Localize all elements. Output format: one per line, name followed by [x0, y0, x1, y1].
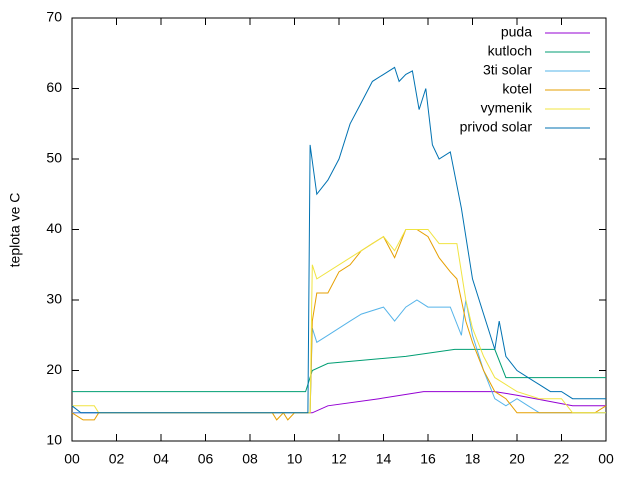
y-tick-label: 60 — [46, 79, 62, 95]
y-tick-label: 10 — [46, 432, 62, 448]
legend-label: puda — [501, 24, 532, 40]
series-line — [71, 66, 606, 414]
y-tick-label: 20 — [46, 361, 62, 377]
x-tick-label: 16 — [420, 451, 436, 467]
x-tick-label: 14 — [376, 451, 392, 467]
y-axis-label: teplota ve C — [7, 193, 23, 268]
x-tick-label: 08 — [242, 451, 258, 467]
x-tick-label: 12 — [331, 451, 347, 467]
legend-label: 3ti solar — [483, 62, 532, 78]
x-tick-label: 20 — [509, 451, 525, 467]
x-tick-label: 06 — [198, 451, 214, 467]
series-line — [72, 229, 606, 414]
x-tick-label: 02 — [109, 451, 125, 467]
x-tick-label: 10 — [287, 451, 303, 467]
legend-label: privod solar — [460, 119, 533, 135]
legend-label: vymenik — [481, 100, 533, 116]
x-tick-label: 00 — [598, 451, 614, 467]
y-tick-label: 40 — [46, 220, 62, 236]
x-tick-label: 22 — [554, 451, 570, 467]
legend-label: kotel — [502, 81, 532, 97]
y-tick-label: 30 — [46, 291, 62, 307]
legend-label: kutloch — [488, 43, 532, 59]
y-tick-label: 70 — [46, 9, 62, 25]
y-tick-label: 50 — [46, 150, 62, 166]
x-tick-label: 18 — [465, 451, 481, 467]
x-tick-label: 04 — [153, 451, 169, 467]
series-line — [72, 391, 606, 414]
x-tick-label: 00 — [64, 451, 80, 467]
series-line — [72, 299, 606, 414]
series-line — [72, 348, 606, 393]
